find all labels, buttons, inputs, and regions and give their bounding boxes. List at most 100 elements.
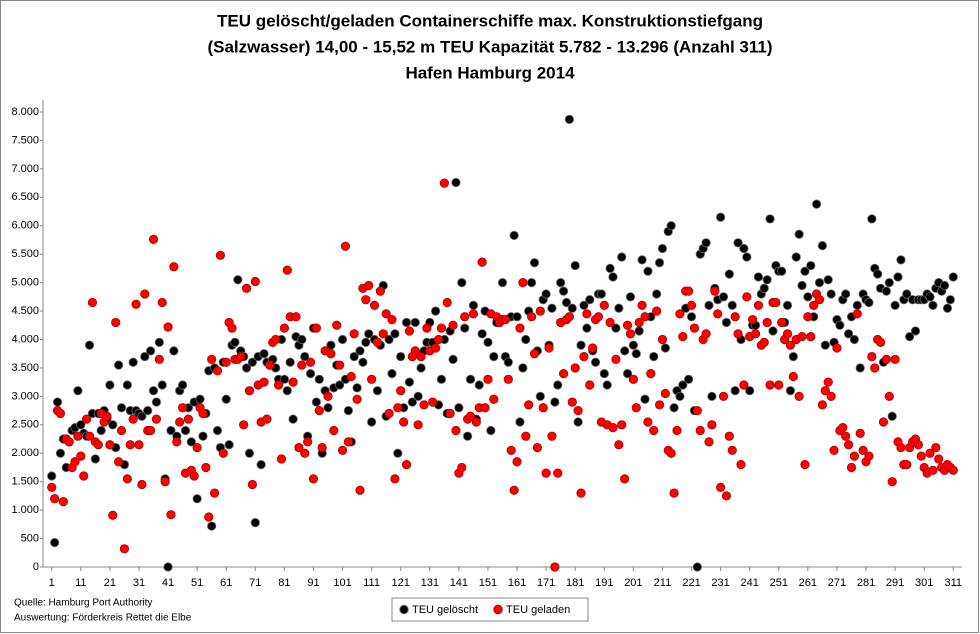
point: [305, 369, 316, 379]
point: [64, 437, 74, 447]
point: [782, 329, 793, 339]
point: [96, 425, 106, 436]
point: [433, 334, 444, 345]
point: [782, 300, 793, 310]
point: [829, 445, 839, 456]
x-tick-label: 111: [363, 577, 380, 589]
point: [355, 485, 365, 495]
point: [358, 357, 368, 367]
point: [675, 309, 685, 319]
point: [146, 346, 156, 356]
point: [841, 431, 851, 441]
point: [611, 323, 621, 333]
x-tick-label: 1: [49, 577, 55, 589]
point: [128, 357, 138, 367]
point: [378, 329, 388, 339]
point: [151, 397, 162, 407]
chart-title: TEU gelöscht/geladen Containerschiffe ma…: [217, 11, 763, 30]
point: [634, 317, 644, 328]
y-tick-label: 1.500: [11, 476, 39, 488]
point: [646, 369, 656, 379]
point: [227, 323, 237, 333]
y-tick-label: 3.000: [11, 390, 39, 402]
point: [483, 374, 493, 384]
point: [399, 417, 409, 427]
point: [105, 440, 115, 450]
point: [925, 292, 935, 302]
point: [910, 326, 921, 336]
point: [108, 510, 118, 520]
x-tick-label: 231: [711, 577, 729, 589]
point: [707, 391, 717, 401]
point: [532, 442, 542, 453]
point: [855, 363, 865, 373]
point: [582, 309, 592, 319]
point: [634, 326, 644, 336]
point: [300, 351, 310, 362]
point: [364, 280, 374, 291]
point: [529, 258, 540, 268]
point: [128, 414, 138, 424]
point: [701, 238, 711, 248]
point: [791, 252, 801, 262]
point: [384, 408, 394, 419]
point: [448, 354, 458, 365]
point: [416, 351, 426, 362]
point: [390, 474, 400, 484]
point: [640, 394, 650, 404]
point: [596, 289, 606, 299]
point: [535, 306, 545, 316]
point: [477, 329, 487, 339]
point: [291, 312, 301, 322]
point: [489, 394, 499, 404]
point: [125, 440, 135, 450]
point: [273, 380, 284, 390]
point: [250, 276, 260, 287]
point: [550, 562, 560, 572]
point: [771, 297, 781, 308]
point: [852, 300, 862, 310]
point: [122, 474, 132, 484]
point: [463, 431, 473, 441]
point: [311, 397, 321, 407]
point: [887, 477, 897, 487]
point: [686, 300, 697, 310]
point: [486, 425, 496, 436]
point: [335, 360, 345, 370]
x-tick-label: 191: [595, 577, 613, 589]
point: [76, 420, 86, 430]
point: [183, 414, 194, 424]
point: [465, 374, 476, 384]
source-note: Quelle: Hamburg Port Authority: [14, 598, 152, 609]
y-tick-label: 6.000: [11, 220, 39, 232]
point: [544, 343, 554, 353]
x-tick-label: 161: [508, 577, 526, 589]
point: [564, 312, 574, 322]
point: [122, 380, 132, 390]
x-tick-label: 241: [741, 577, 759, 589]
point: [410, 317, 420, 328]
point: [404, 377, 415, 387]
point: [314, 374, 324, 384]
point: [742, 292, 752, 302]
point: [160, 477, 170, 487]
point: [518, 278, 528, 288]
point: [558, 286, 569, 296]
point: [660, 388, 670, 399]
point: [585, 295, 595, 305]
point: [207, 521, 217, 531]
chart-title: Hafen Hamburg 2014: [405, 63, 575, 82]
x-tick-label: 291: [886, 577, 904, 589]
point: [881, 286, 891, 296]
point: [573, 417, 583, 427]
point: [794, 391, 804, 401]
legend-marker: [399, 604, 409, 615]
point: [762, 317, 772, 328]
point: [387, 369, 397, 379]
point: [785, 340, 796, 350]
point: [713, 309, 723, 319]
point: [169, 346, 179, 356]
point: [669, 488, 679, 498]
point: [387, 314, 397, 325]
point: [471, 417, 481, 427]
